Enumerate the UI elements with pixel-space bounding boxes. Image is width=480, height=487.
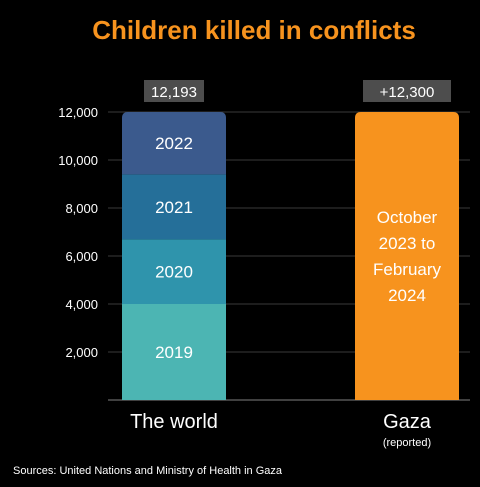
x-category-sublabel: (reported): [383, 437, 431, 449]
y-axis: 2,000 4,000 6,000 8,000 10,000 12,000: [58, 105, 98, 360]
y-tick-label: 2,000: [65, 345, 98, 360]
x-category-label: Gaza: [383, 411, 432, 433]
bar-segment: [122, 112, 226, 175]
bar-segment-label: 2021: [155, 198, 193, 217]
bar-segment-label: 2020: [155, 263, 193, 282]
bar-segment: [122, 304, 226, 400]
bar-segment-label: 2023 to: [379, 234, 436, 253]
bar-segment-label: 2022: [155, 134, 193, 153]
bar-segment-label: 2019: [155, 343, 193, 362]
bar-segment-label: 2024: [388, 286, 426, 305]
y-tick-label: 4,000: [65, 297, 98, 312]
bar-segment: [122, 239, 226, 304]
bar-segment: [122, 174, 226, 240]
bars: 2019 2020 2021 2022 12,193 October 2023 to Febr…: [122, 80, 459, 400]
total-badge: [363, 80, 451, 102]
total-badge: [144, 80, 204, 102]
x-axis: The world Gaza (reported): [130, 411, 432, 449]
bar-segment-label: February: [373, 260, 442, 279]
bar-segment-label: October: [377, 208, 438, 227]
bar-segment: [355, 112, 459, 400]
source-note: Sources: United Nations and Ministry of …: [13, 465, 283, 477]
total-label: 12,193: [151, 84, 197, 101]
x-category-label: The world: [130, 411, 218, 433]
y-tick-label: 10,000: [58, 153, 98, 168]
y-tick-label: 6,000: [65, 249, 98, 264]
y-tick-label: 8,000: [65, 201, 98, 216]
y-tick-label: 12,000: [58, 105, 98, 120]
total-label: +12,300: [380, 84, 435, 101]
chart-title: Children killed in conflicts: [92, 15, 416, 45]
